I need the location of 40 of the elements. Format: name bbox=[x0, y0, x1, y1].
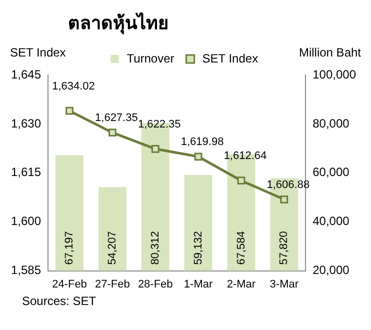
data-label: 67,197 bbox=[64, 231, 76, 265]
x-tick-label: 24-Feb bbox=[52, 278, 87, 290]
y2-tick-label: 60,000 bbox=[312, 165, 350, 180]
data-label: 1,622.35 bbox=[138, 118, 181, 130]
data-label: 1,612.64 bbox=[224, 150, 267, 162]
data-label: 59,132 bbox=[192, 231, 204, 265]
point bbox=[108, 128, 116, 137]
data-label: 1,627.35 bbox=[95, 112, 138, 124]
y-axis-title: SET Index bbox=[10, 45, 66, 60]
point bbox=[280, 195, 288, 204]
y2-tick-label: 100,000 bbox=[312, 67, 356, 82]
x-tick-label: 27-Feb bbox=[95, 278, 130, 290]
y2-tick-label: 20,000 bbox=[312, 263, 350, 278]
data-label: 57,820 bbox=[278, 231, 290, 265]
x-tick-label: 1-Mar bbox=[184, 278, 213, 290]
legend-label: Turnover bbox=[126, 51, 174, 66]
point bbox=[237, 176, 246, 185]
data-label: 1,634.02 bbox=[52, 80, 95, 92]
y-tick-label: 1,615 bbox=[11, 165, 42, 180]
y-tick-label: 1,630 bbox=[11, 116, 42, 130]
y-tick-label: 1,600 bbox=[11, 214, 42, 228]
data-label: 1,619.98 bbox=[180, 136, 224, 148]
data-label: 1,606.88 bbox=[266, 178, 310, 191]
y2-tick-label: 80,000 bbox=[312, 116, 350, 130]
point bbox=[66, 106, 74, 115]
x-tick-label: 2-Mar bbox=[226, 278, 256, 290]
chart-title: ตลาดหุ้นไทย bbox=[67, 11, 170, 36]
source-note: Sources: SET bbox=[21, 294, 98, 308]
data-label: 67,584 bbox=[235, 231, 248, 265]
y-tick-label: 1,645 bbox=[11, 67, 42, 82]
y-tick-label: 1,585 bbox=[11, 263, 42, 278]
point bbox=[194, 152, 202, 161]
data-label: 80,312 bbox=[149, 231, 162, 265]
legend-label: SET Index bbox=[202, 51, 258, 66]
x-tick-label: 28-Feb bbox=[138, 278, 173, 290]
x-tick-label: 3-Mar bbox=[270, 278, 299, 290]
y2-axis-title: Million Baht bbox=[298, 45, 362, 60]
point bbox=[151, 144, 160, 153]
y2-tick-label: 40,000 bbox=[312, 214, 350, 228]
data-label: 54,207 bbox=[106, 231, 118, 265]
